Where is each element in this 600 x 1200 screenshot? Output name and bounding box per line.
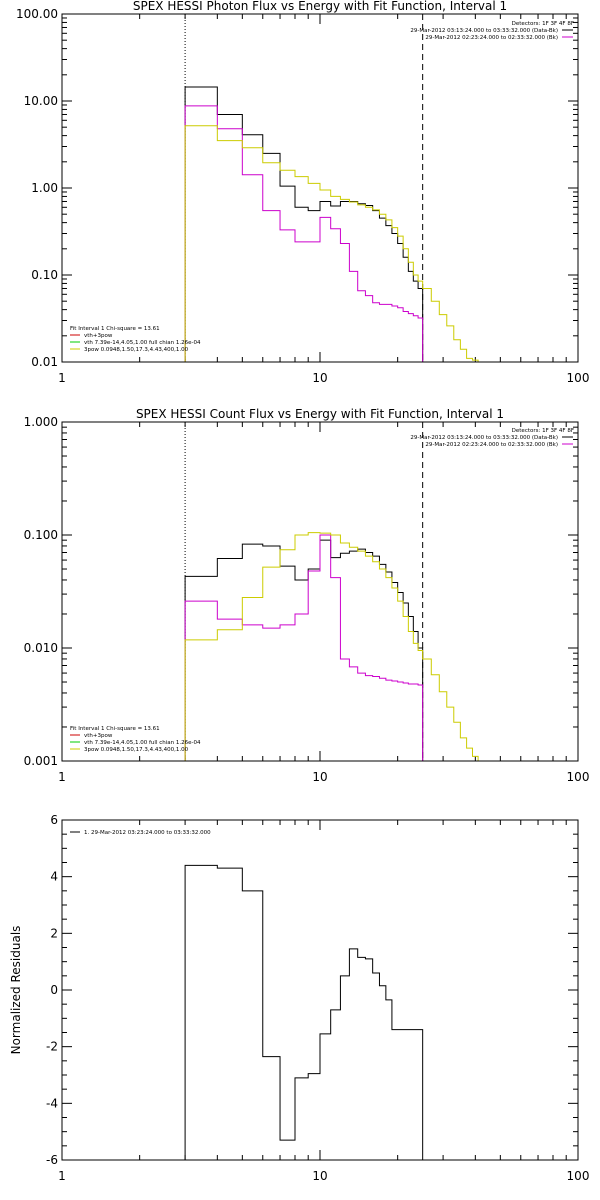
header-line: 29-Mar-2012 03:13:24.000 to 03:33:32.000… [410, 28, 558, 34]
header-line: Detectors: 1F 3F 4F 8F [512, 21, 574, 27]
y-tick-label: -2 [46, 1040, 58, 1054]
x-tick-label: 10 [312, 371, 327, 385]
series-line [184, 539, 424, 761]
x-tick-label: 1 [58, 371, 66, 385]
series-line [184, 125, 479, 362]
legend-entry: 3pow 0.0948,1.50,17.3,4.43,400,1.00 [84, 347, 189, 353]
photon-flux-panel: SPEX HESSI Photon Flux vs Energy with Fi… [16, 0, 589, 385]
plot-frame [61, 421, 579, 762]
y-tick-label: 0 [50, 983, 58, 997]
header-line: 29-Mar-2012 02:23:24.000 to 02:33:32.000… [425, 35, 558, 41]
y-axis-ticks [62, 426, 578, 762]
y-tick-label: -6 [46, 1153, 58, 1167]
y-tick-label: 4 [50, 870, 58, 884]
legend-entry: vth+3pow [84, 333, 113, 339]
chart-title: SPEX HESSI Count Flux vs Energy with Fit… [136, 407, 504, 421]
count-flux-panel: SPEX HESSI Count Flux vs Energy with Fit… [24, 407, 590, 784]
y-tick-label: 100.00 [16, 7, 58, 21]
series-line [184, 534, 424, 761]
y-tick-label: 0.100 [24, 528, 58, 542]
y-tick-label: 0.010 [24, 641, 58, 655]
series-group [184, 864, 424, 1160]
y-tick-label: 0.001 [24, 754, 58, 768]
chart-title: SPEX HESSI Photon Flux vs Energy with Fi… [133, 0, 507, 13]
legend-entry: 3pow 0.0948,1.50,17.3,4.43,400,1.00 [84, 747, 189, 753]
header-line: 29-Mar-2012 02:23:24.000 to 02:33:32.000… [425, 442, 558, 448]
y-tick-label: 1.000 [24, 415, 58, 429]
legend-entry: vth 7.39e-14,4.05,1.00 full chian 1.26e-… [84, 740, 201, 746]
series-line [184, 532, 489, 761]
x-tick-label: 100 [567, 1169, 590, 1183]
y-tick-label: 0.01 [31, 355, 58, 369]
legend-entry: 1. 29-Mar-2012 03:23:24.000 to 03:33:32.… [84, 830, 211, 836]
header-line: Detectors: 1F 3F 4F 8F [512, 428, 574, 434]
x-tick-label: 100 [567, 371, 590, 385]
y-tick-label: 1.00 [31, 181, 58, 195]
legend-entry: vth+3pow [84, 733, 113, 739]
legend-entry: vth 7.39e-14,4.05,1.00 full chian 1.26e-… [84, 340, 201, 346]
series-group [184, 532, 489, 761]
legend-entry: Fit Interval 1 Chi-square = 13.61 [70, 726, 160, 732]
series-line [184, 86, 424, 362]
y-tick-label: 10.00 [24, 94, 58, 108]
x-tick-label: 10 [312, 1169, 327, 1183]
series-line [184, 105, 424, 362]
x-tick-label: 1 [58, 1169, 66, 1183]
y-tick-label: -4 [46, 1096, 58, 1110]
plot-frame [61, 819, 579, 1161]
y-tick-label: 0.10 [31, 268, 58, 282]
y-axis-ticks [62, 819, 578, 1161]
series-group [184, 86, 479, 362]
x-tick-label: 1 [58, 770, 66, 784]
x-tick-label: 100 [567, 770, 590, 784]
y-axis-label: Normalized Residuals [9, 926, 23, 1055]
x-axis-ticks [61, 422, 579, 761]
header-line: 29-Mar-2012 03:13:24.000 to 03:33:32.000… [410, 435, 558, 441]
x-axis-ticks [61, 820, 579, 1160]
legend-entry: Fit Interval 1 Chi-square = 13.61 [70, 326, 160, 332]
series-line [184, 864, 424, 1160]
y-tick-label: 2 [50, 926, 58, 940]
y-tick-label: 6 [50, 813, 58, 827]
plot-frame [61, 13, 579, 363]
residuals-panel: Normalized Residuals 1 10 100 -6 -4 -2 0 2 4 6 1. 2… [9, 813, 589, 1183]
x-tick-label: 10 [312, 770, 327, 784]
